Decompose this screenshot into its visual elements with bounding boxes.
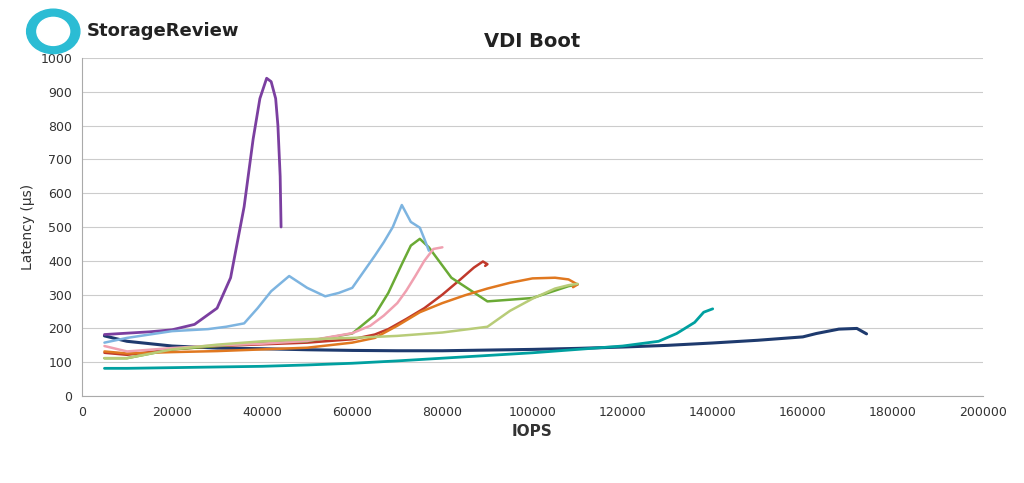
- Title: VDI Boot: VDI Boot: [484, 32, 581, 51]
- Text: StorageReview: StorageReview: [87, 22, 240, 41]
- Y-axis label: Latency (µs): Latency (µs): [20, 184, 35, 270]
- X-axis label: IOPS: IOPS: [512, 425, 553, 440]
